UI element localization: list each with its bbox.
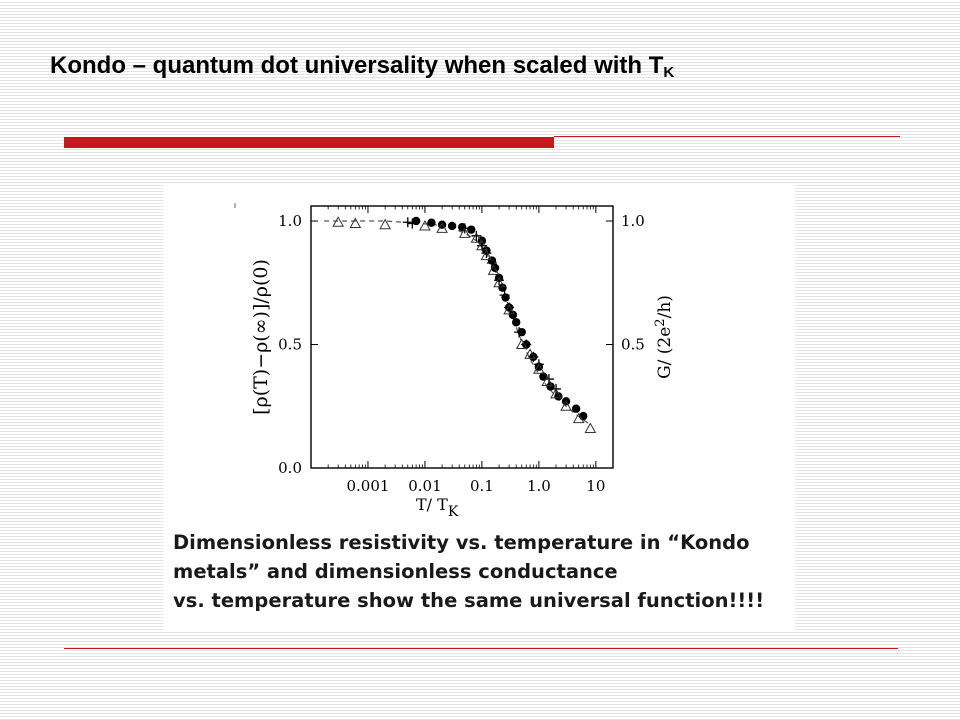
data-point-open-triangle <box>470 232 483 243</box>
data-point-filled-circle <box>437 220 447 229</box>
y2-axis-label-pre: G/ (2e <box>655 327 675 379</box>
data-point-open-triangle <box>487 264 500 275</box>
y2-tick-label: 0.5 <box>621 336 645 354</box>
y2-tick-label: 1.0 <box>621 212 645 230</box>
data-point-open-triangle <box>332 216 345 227</box>
resistivity-conductance-chart: 0.001 0.01 0.1 1.0 10 0.0 0.5 1.0 0.5 1.0 [ρ(T)−ρ… <box>234 203 675 520</box>
data-point-plus <box>514 327 525 338</box>
slide-title-subscript: K <box>663 64 675 81</box>
data-point-open-triangle <box>419 219 431 231</box>
slide-title: Kondo – quantum dot universality when sc… <box>50 52 674 81</box>
data-point-filled-circle <box>498 283 507 292</box>
data-point-filled-circle <box>508 310 518 320</box>
y-axis-label: [ρ(T)−ρ(∞)]/ρ(0) <box>250 259 272 415</box>
title-underline-thin <box>554 136 900 137</box>
plot-frame <box>310 205 614 469</box>
caption-line-3: vs. temperature show the same universal … <box>173 589 765 612</box>
data-point-open-triangle <box>584 422 597 433</box>
data-point-open-triangle <box>493 276 505 288</box>
data-point-open-triangle <box>524 348 536 359</box>
title-underline-bar <box>64 137 554 148</box>
data-point-open-triangle <box>480 249 493 261</box>
figure-caption: Dimensionless resistivity vs. temperatur… <box>173 528 788 615</box>
data-point-plus <box>528 351 539 362</box>
data-point-filled-circle <box>512 318 521 327</box>
data-point-open-triangle <box>515 338 528 349</box>
y2-axis-label-sup: 2 <box>653 318 668 326</box>
data-point-open-triangle <box>379 218 391 230</box>
dashed-theory-curve <box>324 220 591 426</box>
data-point-plus <box>407 218 418 229</box>
x-tick-label: 0.01 <box>408 477 441 495</box>
y2-axis-label-post: /h) <box>655 295 675 318</box>
y-tick-label: 0.5 <box>278 336 302 354</box>
x-tick-label: 0.1 <box>470 477 494 495</box>
data-point-open-triangle <box>550 387 562 399</box>
figure-panel: 0.001 0.01 0.1 1.0 10 0.0 0.5 1.0 0.5 1.0 [ρ(T)−ρ… <box>163 183 795 631</box>
data-point-open-triangle <box>349 217 362 228</box>
data-point-open-triangle <box>533 363 545 374</box>
data-point-open-triangle <box>572 412 585 424</box>
x-tick-label: 1.0 <box>527 477 551 495</box>
x-axis-label-sub: K <box>448 504 459 520</box>
x-axis-label: T/ TK <box>416 495 459 520</box>
x-tick-label: 10 <box>586 477 605 495</box>
data-point-open-triangle <box>436 222 448 233</box>
data-point-filled-circle <box>467 225 476 234</box>
data-point-plus <box>402 217 413 228</box>
x-axis-label-main: T/ T <box>416 495 448 514</box>
data-point-filled-circle <box>447 221 457 231</box>
data-point-open-triangle <box>458 227 471 238</box>
caption-line-1: Dimensionless resistivity vs. temperatur… <box>173 531 750 554</box>
footer-rule <box>64 648 898 649</box>
data-point-open-triangle <box>560 400 572 411</box>
y2-axis-label: G/ (2e2/h) <box>653 295 675 379</box>
data-point-open-triangle <box>476 239 488 251</box>
data-point-plus <box>499 290 510 301</box>
data-point-open-triangle <box>503 303 515 315</box>
y-tick-label: 1.0 <box>278 212 302 230</box>
x-tick-label: 0.001 <box>346 477 389 495</box>
caption-line-2: metals” and dimensionless conductance <box>173 560 618 583</box>
slide-title-main: Kondo – quantum dot universality when sc… <box>50 52 664 79</box>
data-point-filled-circle <box>427 218 436 227</box>
y-tick-label: 0.0 <box>278 459 302 477</box>
data-point-open-triangle <box>541 375 554 387</box>
data-point-filled-circle <box>554 392 563 401</box>
data-point-filled-circle <box>571 404 581 413</box>
